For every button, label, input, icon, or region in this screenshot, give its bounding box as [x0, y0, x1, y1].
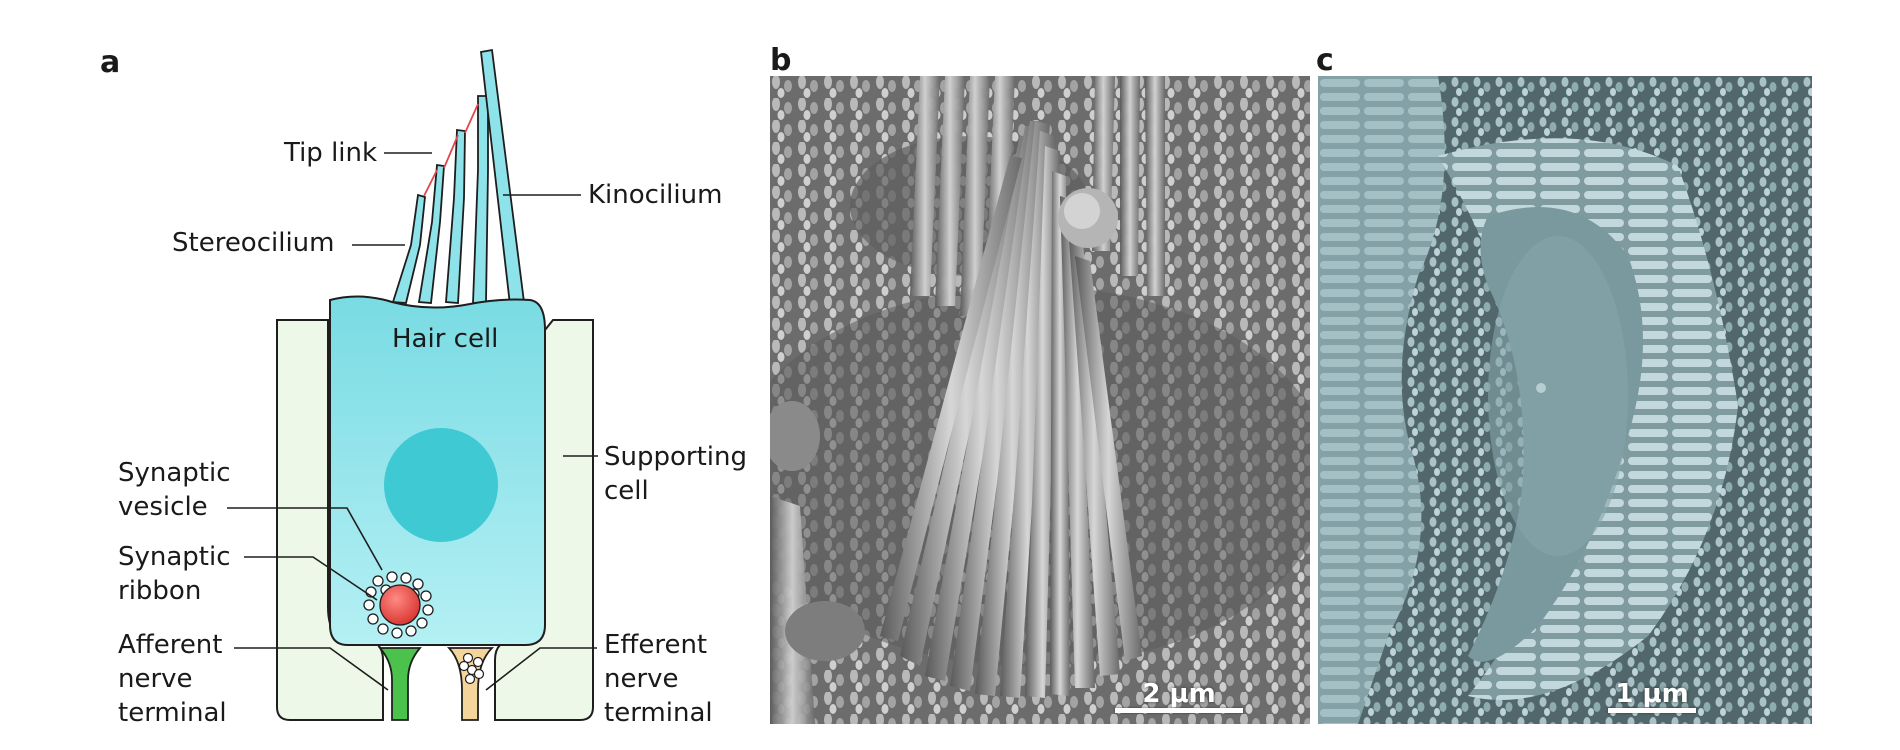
panel-label-c: c: [1316, 43, 1334, 78]
hair-bundle: [391, 48, 525, 307]
nucleus: [384, 428, 498, 542]
tip-link: [423, 103, 479, 197]
scale-bar-label-c: 1 μm: [1615, 679, 1689, 709]
label-supporting-cell: Supporting cell: [604, 442, 747, 506]
sem-micrograph-b: [770, 76, 1310, 724]
label-efferent-nerve-terminal: Efferent nerve terminal: [604, 630, 713, 728]
afferent-nerve-terminal: [378, 647, 422, 721]
sem-micrograph-c: [1318, 76, 1812, 724]
label-tip-link: Tip link: [284, 138, 378, 168]
label-hair-cell: Hair cell: [392, 324, 499, 354]
scale-bar-label-b: 2 μm: [1142, 679, 1216, 709]
scale-bar-line-b: [1115, 708, 1243, 713]
leader-lines: [227, 152, 598, 691]
label-stereocilium: Stereocilium: [172, 228, 335, 258]
sem-image-b: 2 μm: [770, 76, 1310, 724]
hair-cell-diagram: [227, 48, 598, 721]
label-afferent-nerve-terminal: Afferent nerve terminal: [118, 630, 227, 728]
panel-label-a: a: [100, 45, 121, 80]
scale-bar-line-c: [1608, 708, 1696, 713]
sem-image-c: 1 μm: [1318, 76, 1812, 724]
label-kinocilium: Kinocilium: [588, 180, 723, 210]
label-synaptic-ribbon: Synaptic ribbon: [118, 542, 231, 606]
panel-label-b: b: [770, 43, 792, 78]
scale-bar-b: 2 μm: [1115, 680, 1243, 713]
stereocilium: [391, 95, 489, 304]
label-synaptic-vesicle: Synaptic vesicle: [118, 458, 231, 522]
scale-bar-c: 1 μm: [1608, 680, 1696, 713]
efferent-nerve-terminal: [446, 647, 495, 721]
